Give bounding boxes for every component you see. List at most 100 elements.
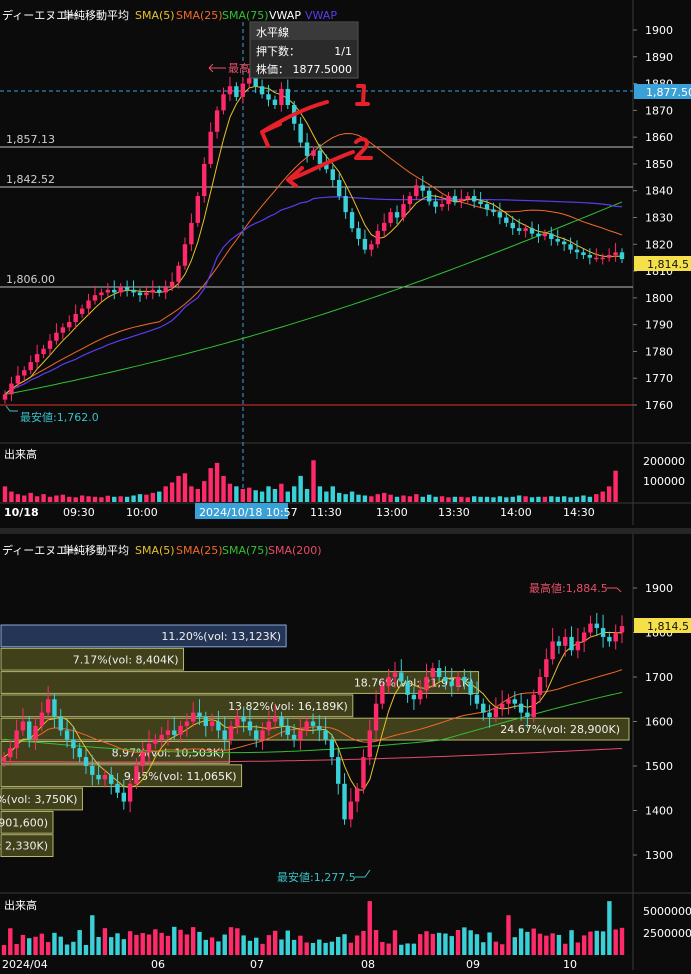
top-chart[interactable]: 1900189018801870186018501840183018201810… [0, 0, 691, 525]
candle-body [449, 681, 454, 686]
candle-body [455, 677, 461, 686]
volume-bar [556, 934, 562, 955]
top-volume-bars [2, 460, 618, 502]
volume-bar [550, 933, 555, 955]
candle-body [433, 201, 438, 207]
volume-bar [157, 491, 162, 502]
volume-bar [27, 938, 32, 955]
volume-bar [356, 494, 361, 502]
volume-bar [529, 497, 535, 502]
date-tick: 10 [563, 958, 577, 970]
candle-body [361, 757, 366, 789]
candle-body [39, 712, 45, 726]
candle-body [79, 308, 85, 314]
bottom-legend-sma5: SMA(5) [135, 544, 175, 557]
volume-bar [127, 931, 133, 955]
volume-profile: 11.20%(vol: 13,123K)7.17%(vol: 8,404K)18… [0, 624, 630, 858]
volume-bar [446, 497, 451, 502]
candle-body [150, 289, 156, 293]
top-low-marker: 最安値:1,762.0 [5, 405, 99, 424]
volume-bar [426, 494, 432, 502]
volume-profile-bar [0, 787, 83, 811]
volume-bar [115, 933, 120, 955]
volume-bar [354, 935, 360, 955]
candle-body [203, 717, 208, 726]
candle-body [140, 752, 145, 766]
candle-body [182, 244, 188, 266]
candle-body [581, 632, 587, 642]
candle-body [172, 730, 177, 735]
candle-body [33, 725, 38, 740]
volume-bar [163, 486, 168, 502]
candle-body [380, 685, 385, 704]
bottom-sma200-line [3, 748, 623, 763]
candle-body [401, 204, 406, 218]
candle-body [285, 88, 290, 105]
volume-bar [581, 495, 586, 502]
volume-profile-label: 9.45%(vol: 11,065K) [124, 770, 237, 783]
volume-bar [523, 496, 528, 502]
candle-body [153, 739, 158, 744]
volume-bar [298, 475, 303, 502]
candle-body [493, 708, 499, 718]
candle-body [8, 748, 13, 758]
candle-body [549, 233, 554, 239]
candle-body [418, 690, 423, 700]
candle-body [607, 636, 612, 642]
volume-bar [588, 931, 593, 955]
candle-body [424, 677, 429, 691]
cursor-time-label: 2024/10/18 10:57 [199, 506, 298, 519]
volume-bar [362, 495, 368, 502]
candle-body [259, 86, 265, 95]
volume-bar [516, 495, 522, 502]
volume-bar [510, 496, 515, 502]
volume-bar [323, 942, 328, 955]
candle-body [127, 783, 133, 802]
volume-bar [491, 497, 496, 502]
top-time-axis: 10/18 09:30 10:00 11:30 13:00 13:30 14:0… [4, 503, 595, 519]
volume-bar [102, 928, 108, 955]
volume-bar [594, 494, 599, 502]
tooltip-title: 水平線 [256, 25, 289, 39]
candle-body [594, 257, 599, 260]
volume-bar [569, 930, 574, 955]
volume-bar [47, 496, 53, 502]
volume-profile-label: 1.99%(vol: 2,330K) [0, 840, 48, 853]
volume-bar [20, 934, 26, 955]
price-tick-label: 1890 [645, 51, 673, 64]
candle-body [54, 332, 59, 341]
volume-bar [221, 475, 226, 502]
candle-body [439, 204, 445, 207]
volume-bar [8, 928, 13, 955]
candle-body [216, 721, 221, 731]
volume-profile-bar [0, 810, 54, 834]
candle-body [291, 734, 297, 740]
volume-bar [581, 935, 587, 955]
candle-body [536, 233, 541, 237]
candle-body [157, 289, 162, 293]
candle-body [279, 717, 284, 726]
candle-body [159, 734, 164, 740]
candle-body [537, 677, 543, 695]
volume-bar [150, 492, 156, 502]
volume-bar [2, 486, 8, 502]
volume-bar [266, 935, 272, 955]
candle-body [228, 725, 234, 740]
candle-body [529, 228, 535, 234]
volume-bar [613, 929, 618, 955]
bottom-current-price-tag: 1,814.5 [634, 618, 691, 633]
candle-body [137, 292, 143, 296]
volume-bar [330, 486, 335, 502]
volume-bar [542, 496, 548, 502]
volume-bar [563, 943, 568, 955]
bottom-chart[interactable]: 1900180017001600150014001300 11.20%(vol:… [0, 534, 691, 971]
top-volume-tick-100k: 100000 [643, 475, 685, 488]
candle-body [354, 788, 360, 802]
pane-divider[interactable] [0, 528, 691, 534]
candle-body [1, 757, 7, 762]
candle-body [330, 169, 335, 180]
volume-bar [99, 497, 104, 502]
volume-bar [234, 486, 239, 502]
volume-bar [329, 941, 335, 955]
volume-bar [405, 943, 410, 955]
